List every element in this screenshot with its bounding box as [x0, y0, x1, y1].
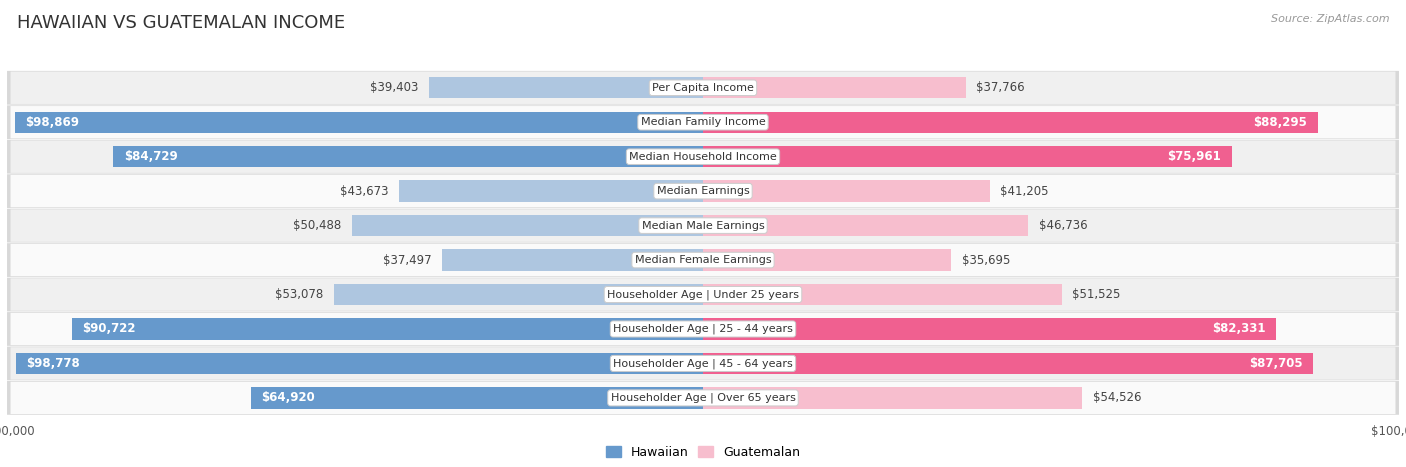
FancyBboxPatch shape [7, 312, 1399, 346]
Text: $50,488: $50,488 [292, 219, 342, 232]
FancyBboxPatch shape [7, 347, 1399, 380]
FancyBboxPatch shape [7, 106, 1399, 139]
Text: Median Earnings: Median Earnings [657, 186, 749, 196]
Bar [15, 353, 703, 374]
Bar [703, 146, 1232, 167]
Bar [703, 249, 952, 271]
Text: $43,673: $43,673 [340, 184, 388, 198]
FancyBboxPatch shape [10, 244, 1396, 276]
Text: Householder Age | 25 - 44 years: Householder Age | 25 - 44 years [613, 324, 793, 334]
Text: $98,869: $98,869 [25, 116, 79, 129]
Bar [703, 318, 1277, 340]
Text: $82,331: $82,331 [1212, 323, 1265, 335]
FancyBboxPatch shape [10, 209, 1396, 242]
Text: $53,078: $53,078 [276, 288, 323, 301]
Text: $51,525: $51,525 [1071, 288, 1121, 301]
Text: $39,403: $39,403 [370, 81, 419, 94]
Text: Per Capita Income: Per Capita Income [652, 83, 754, 93]
Text: $41,205: $41,205 [1000, 184, 1049, 198]
Bar [703, 180, 990, 202]
Bar [114, 146, 703, 167]
FancyBboxPatch shape [7, 209, 1399, 242]
Text: $35,695: $35,695 [962, 254, 1011, 267]
FancyBboxPatch shape [10, 141, 1396, 173]
Text: $37,766: $37,766 [976, 81, 1025, 94]
Text: $46,736: $46,736 [1039, 219, 1087, 232]
FancyBboxPatch shape [10, 106, 1396, 138]
FancyBboxPatch shape [7, 381, 1399, 415]
Bar [72, 318, 703, 340]
Text: $98,778: $98,778 [25, 357, 80, 370]
Bar [703, 284, 1062, 305]
Bar [703, 112, 1317, 133]
Text: Source: ZipAtlas.com: Source: ZipAtlas.com [1271, 14, 1389, 24]
Text: HAWAIIAN VS GUATEMALAN INCOME: HAWAIIAN VS GUATEMALAN INCOME [17, 14, 344, 32]
Bar [252, 387, 703, 409]
Text: $84,729: $84,729 [124, 150, 177, 163]
FancyBboxPatch shape [10, 71, 1396, 104]
FancyBboxPatch shape [7, 140, 1399, 174]
FancyBboxPatch shape [10, 175, 1396, 207]
FancyBboxPatch shape [10, 382, 1396, 414]
FancyBboxPatch shape [7, 278, 1399, 311]
Bar [352, 215, 703, 236]
FancyBboxPatch shape [7, 243, 1399, 277]
FancyBboxPatch shape [7, 174, 1399, 208]
Text: $37,497: $37,497 [382, 254, 432, 267]
Bar [441, 249, 703, 271]
Text: $87,705: $87,705 [1250, 357, 1303, 370]
Text: Householder Age | 45 - 64 years: Householder Age | 45 - 64 years [613, 358, 793, 368]
Bar [15, 112, 703, 133]
Bar [703, 215, 1028, 236]
Legend: Hawaiian, Guatemalan: Hawaiian, Guatemalan [600, 441, 806, 464]
Bar [399, 180, 703, 202]
Text: Householder Age | Under 25 years: Householder Age | Under 25 years [607, 289, 799, 300]
Text: Median Female Earnings: Median Female Earnings [634, 255, 772, 265]
FancyBboxPatch shape [10, 313, 1396, 345]
Text: $54,526: $54,526 [1092, 391, 1142, 404]
Text: Median Family Income: Median Family Income [641, 117, 765, 127]
Text: $64,920: $64,920 [262, 391, 315, 404]
Text: Median Male Earnings: Median Male Earnings [641, 220, 765, 231]
Text: $90,722: $90,722 [82, 323, 135, 335]
Text: Median Household Income: Median Household Income [628, 152, 778, 162]
Bar [429, 77, 703, 99]
FancyBboxPatch shape [7, 71, 1399, 105]
Bar [333, 284, 703, 305]
Bar [703, 387, 1083, 409]
Bar [703, 353, 1313, 374]
Text: Householder Age | Over 65 years: Householder Age | Over 65 years [610, 393, 796, 403]
FancyBboxPatch shape [10, 347, 1396, 380]
Text: $88,295: $88,295 [1253, 116, 1308, 129]
Text: $75,961: $75,961 [1167, 150, 1222, 163]
Bar [703, 77, 966, 99]
FancyBboxPatch shape [10, 278, 1396, 311]
